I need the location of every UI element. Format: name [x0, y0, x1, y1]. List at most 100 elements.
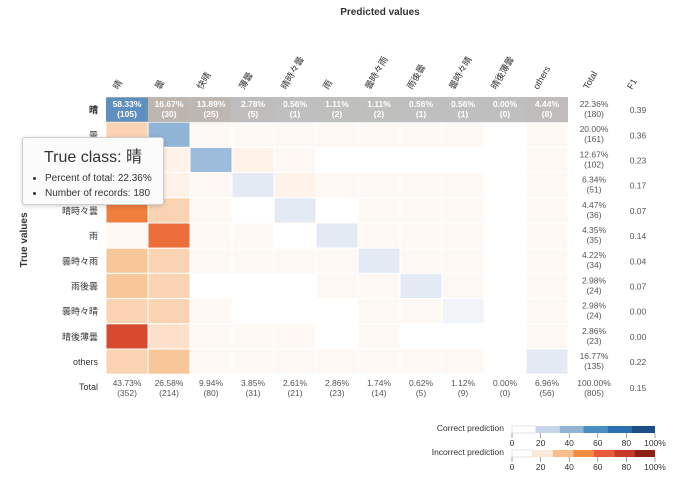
cell-percent-label: 13.89%: [197, 99, 226, 109]
legend-tick-label: 20: [536, 462, 546, 472]
tooltip-percent: Percent of total: 22.36%: [45, 171, 163, 186]
matrix-cell: [231, 272, 275, 300]
matrix-cell: [189, 323, 233, 350]
matrix-cell: [483, 298, 527, 325]
cell-count-label: (30): [161, 109, 176, 119]
row-total-percent: 4.35%: [582, 225, 607, 235]
column-total-count: (31): [245, 388, 260, 398]
matrix-cell: [189, 348, 233, 375]
matrix-cell: [483, 172, 527, 199]
legend-tick-label: 0: [510, 462, 515, 472]
column-total-percent: 26.58%: [155, 378, 184, 388]
column-total-percent: 0.62%: [409, 378, 434, 388]
column-label: 曇時々雨: [363, 55, 390, 91]
matrix-cell-highlight-diagonal: [106, 98, 148, 122]
cell-count-label: (8): [542, 109, 553, 119]
matrix-cell: [441, 247, 485, 274]
matrix-cell: [483, 323, 527, 350]
tooltip-list: Percent of total: 22.36% Number of recor…: [23, 171, 163, 201]
matrix-cell: [147, 272, 191, 300]
matrix-cell: [483, 247, 527, 274]
column-total-percent: 9.94%: [199, 378, 224, 388]
column-label: 雨: [321, 78, 334, 91]
matrix-cell: [441, 121, 485, 148]
matrix-cell: [525, 272, 569, 300]
matrix-cell: [189, 222, 233, 249]
matrix-cell: [357, 172, 401, 199]
column-total-count: (21): [287, 388, 302, 398]
column-label-f1: F1: [625, 77, 639, 91]
matrix-cell: [525, 348, 569, 375]
column-total-percent: 0.00%: [493, 378, 518, 388]
row-label: 雨後曇: [71, 281, 98, 292]
row-f1-value: 0.07: [630, 206, 647, 216]
matrix-cell: [273, 247, 317, 274]
matrix-cell: [357, 146, 401, 174]
cell-percent-label: 2.78%: [241, 99, 266, 109]
cell-percent-label: 1.11%: [325, 99, 349, 109]
row-f1-value: 0.00: [630, 307, 647, 317]
legend-swatch: [634, 450, 655, 457]
matrix-cell: [399, 323, 443, 350]
legend-label: Incorrect prediction: [432, 447, 505, 457]
row-label: 雨: [89, 231, 98, 241]
row-total-percent: 4.22%: [582, 250, 607, 260]
matrix-cell: [147, 247, 191, 274]
legend-tick-label: 40: [564, 438, 574, 448]
column-total-percent: 6.96%: [535, 378, 560, 388]
column-total-percent: 3.85%: [241, 378, 266, 388]
matrix-cell: [357, 298, 401, 325]
row-f1-value: 0.14: [630, 231, 647, 241]
matrix-cell: [441, 348, 485, 375]
legend-tick-label: 100%: [644, 462, 666, 472]
matrix-cell: [483, 348, 527, 375]
legend-tick-label: 80: [622, 438, 632, 448]
matrix-cell: [273, 323, 317, 350]
matrix-cell: [273, 121, 317, 148]
legend-swatch: [552, 450, 574, 457]
legend-swatch: [535, 426, 560, 433]
row-label: 晴時々曇: [62, 205, 98, 216]
matrix-cell: [231, 146, 275, 174]
column-total-percent: 1.74%: [367, 378, 392, 388]
row-f1-value: 0.39: [630, 105, 647, 115]
chart-title: Predicted values: [340, 7, 420, 18]
matrix-cell: [105, 348, 149, 375]
matrix-cell: [147, 348, 191, 375]
cell-percent-label: 0.56%: [283, 99, 308, 109]
matrix-cell: [315, 172, 359, 199]
matrix-cell: [399, 172, 443, 199]
row-f1-value: 0.22: [630, 357, 647, 367]
legend-tick-label: 20: [536, 438, 546, 448]
matrix-cell: [315, 348, 359, 375]
matrix-cell: [399, 272, 443, 300]
matrix-cell: [315, 222, 359, 249]
row-label: others: [73, 357, 99, 367]
tooltip-title: True class: 晴: [43, 149, 143, 166]
cell-count-label: (1): [290, 109, 301, 119]
matrix-cell: [399, 197, 443, 224]
matrix-cell: [105, 222, 149, 249]
matrix-cell: [273, 348, 317, 375]
row-total-percent: 4.47%: [582, 200, 607, 210]
matrix-cell: [525, 146, 569, 174]
row-f1-value: 0.00: [630, 332, 647, 342]
cell-count-label: (2): [332, 109, 343, 119]
tooltip-records: Number of records: 180: [45, 186, 163, 201]
matrix-cell: [441, 146, 485, 174]
grand-total-count: (805): [584, 388, 604, 398]
matrix-cell: [315, 121, 359, 148]
cell-count-label: (105): [117, 109, 137, 119]
matrix-cell: [189, 247, 233, 274]
column-label: 晴後薄曇: [488, 54, 516, 91]
matrix-cell: [105, 272, 149, 300]
matrix-cell: [231, 121, 275, 148]
row-total-percent: 22.36%: [580, 99, 609, 109]
matrix-cell: [525, 172, 569, 199]
row-total-percent: 12.67%: [580, 149, 609, 159]
matrix-cell: [231, 172, 275, 199]
matrix-cell: [357, 272, 401, 300]
legend-tick-label: 0: [510, 438, 515, 448]
matrix-cell: [273, 222, 317, 249]
row-f1-value: 0.23: [630, 156, 647, 166]
